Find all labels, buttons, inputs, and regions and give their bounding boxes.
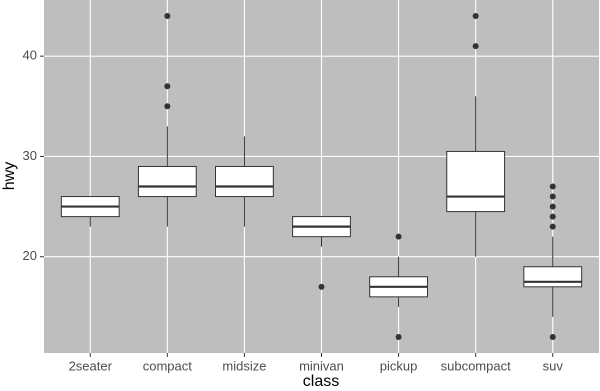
outlier [549,183,556,190]
outlier [395,233,402,240]
box [215,165,274,198]
x-tick-label: minivan [299,358,344,373]
outlier [549,333,556,340]
outlier [472,43,479,50]
outlier [472,13,479,20]
x-tick-label: pickup [380,358,418,373]
x-tick-label: suv [543,358,564,373]
outlier [549,203,556,210]
outlier [164,103,171,110]
outlier [395,333,402,340]
box [523,266,583,288]
x-tick-label: midsize [222,358,266,373]
outlier [549,223,556,230]
outlier [318,283,325,290]
x-tick-label: 2seater [69,358,113,373]
x-tick-label: compact [143,358,193,373]
box [137,165,197,198]
outlier [164,13,171,20]
box [446,150,506,213]
y-tick-label: 30 [23,148,37,163]
outlier [164,83,171,90]
outlier [549,193,556,200]
y-tick-label: 20 [23,248,37,263]
x-tick-label: subcompact [441,358,511,373]
outlier [549,213,556,220]
x-axis-label: class [303,373,339,390]
y-axis-label: hwy [1,162,18,190]
y-tick-label: 40 [23,48,37,63]
